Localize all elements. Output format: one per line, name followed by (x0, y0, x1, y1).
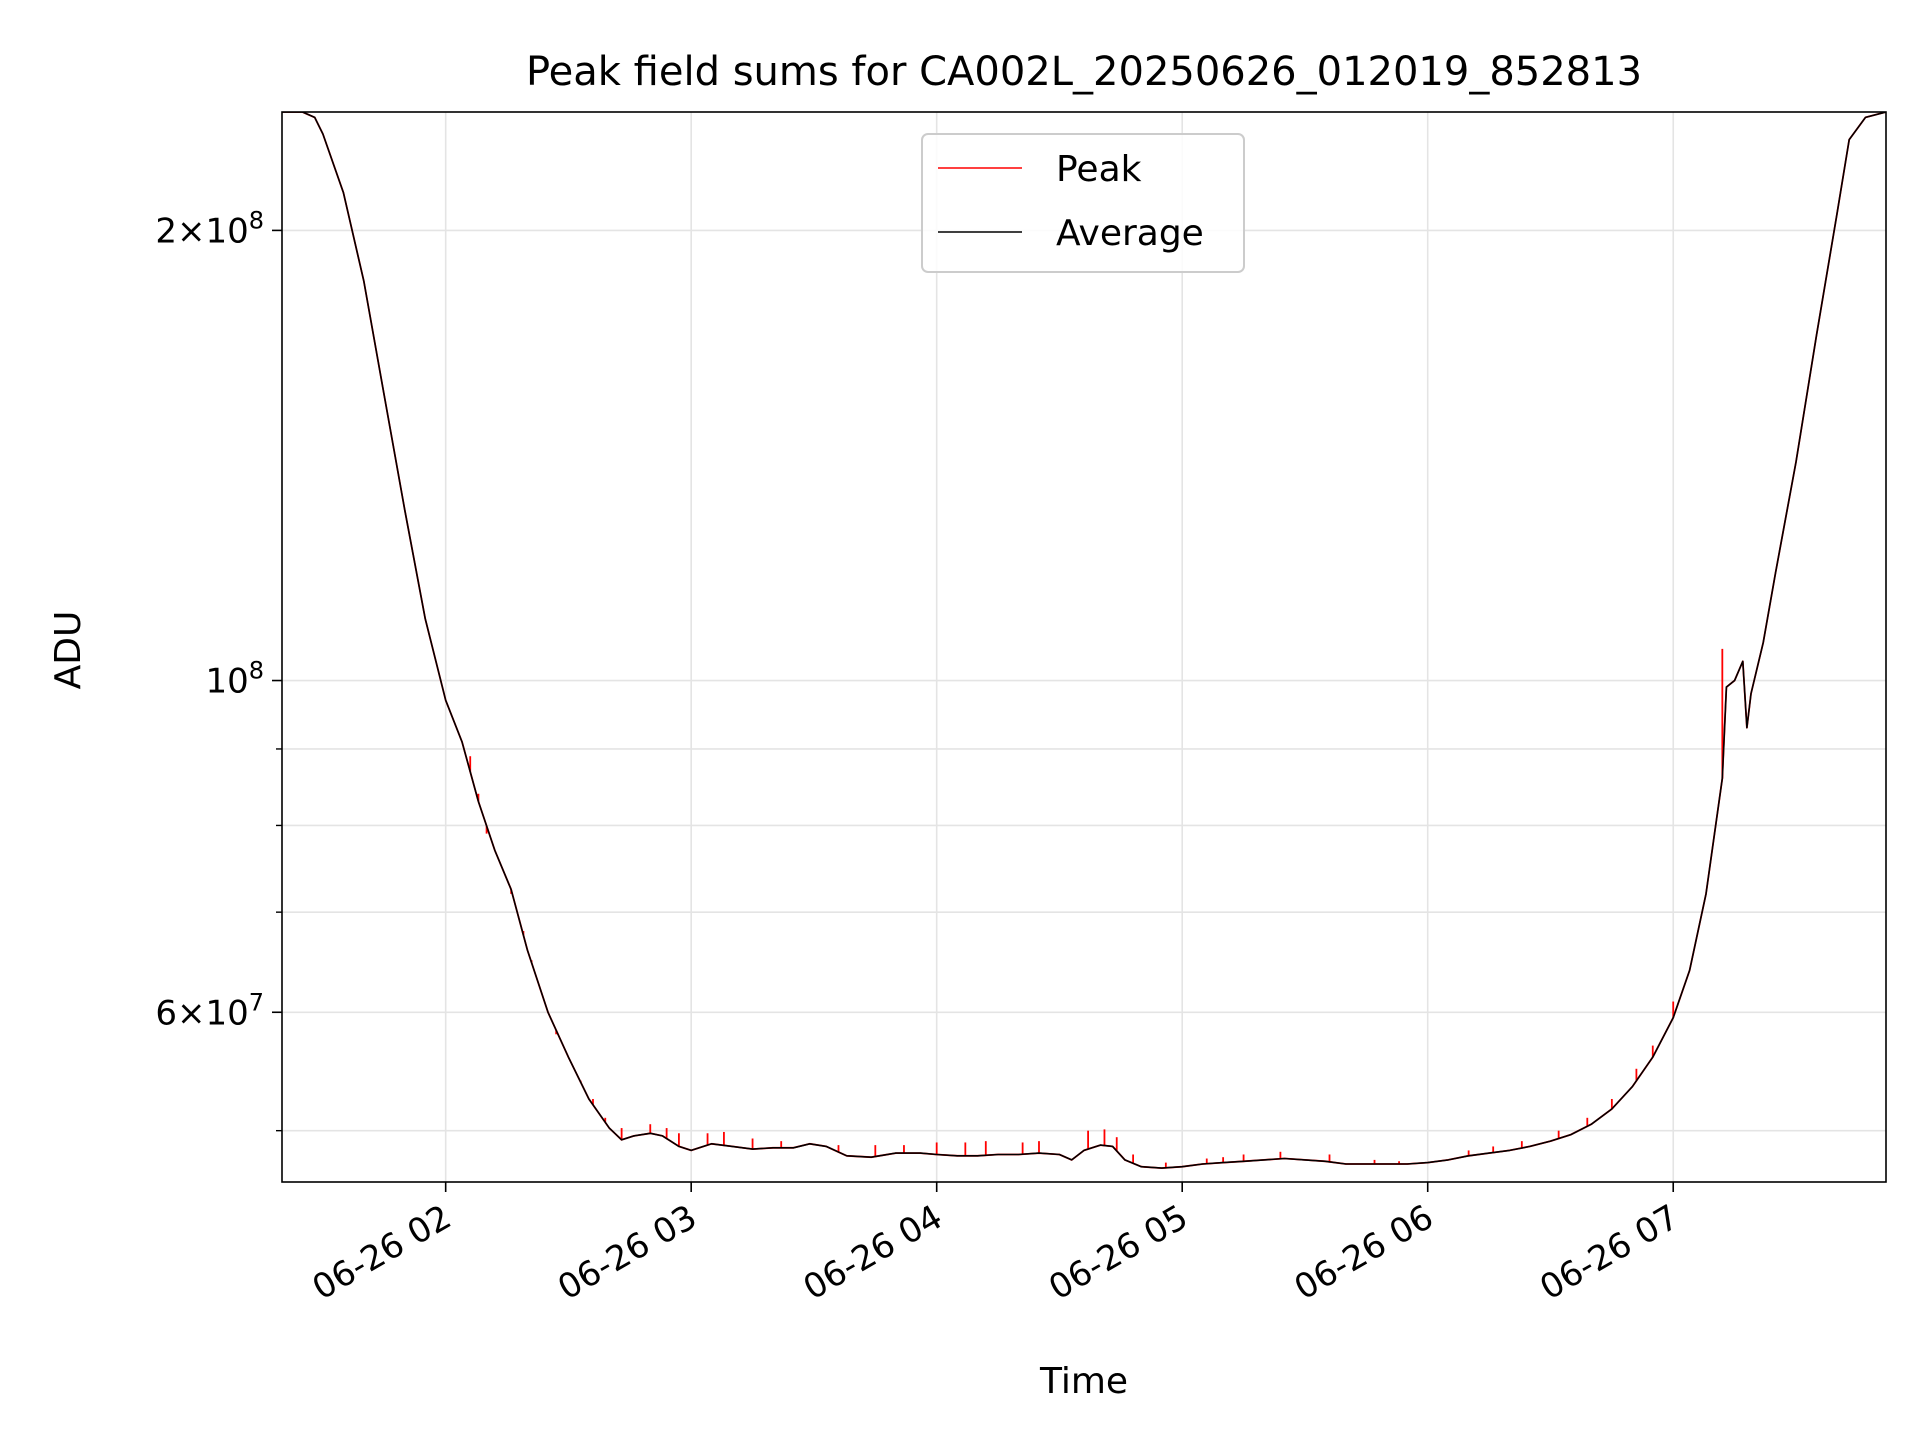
x-axis-label: Time (1039, 1361, 1128, 1402)
axes-frame (281, 111, 1887, 1183)
legend-peak-label: Peak (1056, 149, 1142, 190)
legend-average-label: Average (1056, 213, 1204, 254)
y-axis-label: ADU (48, 611, 89, 690)
plot-area (282, 112, 1886, 1182)
y-tick-label: 108 (205, 657, 264, 702)
legend: Peak Average (921, 133, 1245, 273)
grid (282, 112, 1886, 1182)
y-tick-label: 6×107 (155, 988, 264, 1033)
chart-title: Peak field sums for CA002L_20250626_0120… (526, 49, 1642, 95)
y-tick-label: 2×108 (155, 206, 264, 251)
series-average-line (282, 112, 1886, 1169)
y-axis: 6×107 108 2×108 (155, 206, 282, 1132)
series-layer (282, 112, 1886, 1169)
